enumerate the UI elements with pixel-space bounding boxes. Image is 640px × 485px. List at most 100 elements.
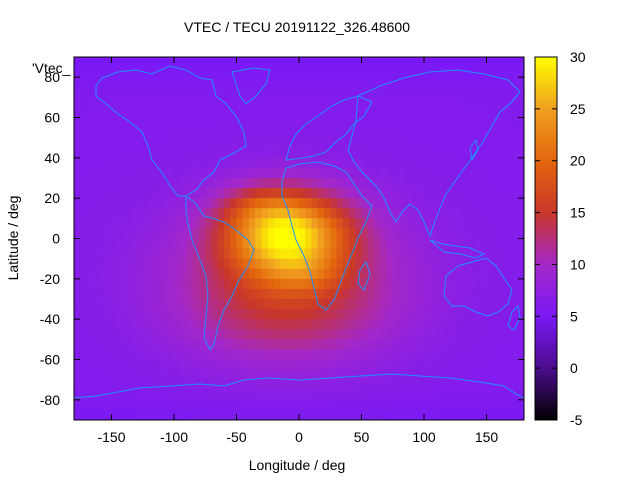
heatmap-cell: [292, 218, 300, 230]
heatmap-cell: [417, 309, 425, 320]
heatmap-cell: [149, 309, 156, 320]
heatmap-cell: [442, 137, 450, 149]
heatmap-cell: [167, 137, 175, 149]
heatmap-cell: [299, 77, 306, 88]
heatmap-cell: [517, 178, 524, 189]
heatmap-cell: [492, 369, 500, 381]
heatmap-cell: [124, 87, 131, 98]
heatmap-cell: [255, 97, 263, 109]
heatmap-cell: [317, 319, 325, 330]
heatmap-cell: [367, 319, 375, 330]
heatmap-cell: [292, 299, 300, 310]
heatmap-cell: [349, 188, 356, 199]
heatmap-cell: [411, 238, 419, 250]
heatmap-cell: [261, 127, 269, 139]
heatmap-cell: [74, 127, 81, 139]
heatmap-cell: [380, 218, 388, 230]
heatmap-cell: [142, 117, 150, 129]
heatmap-cell: [349, 389, 356, 401]
heatmap-cell: [505, 349, 513, 361]
heatmap-cell: [430, 117, 438, 129]
heatmap-cell: [130, 178, 138, 189]
heatmap-cell: [117, 67, 125, 78]
coast-africa: [281, 161, 373, 311]
heatmap-cell: [292, 339, 300, 351]
heatmap-cell: [305, 379, 313, 391]
heatmap-cell: [411, 188, 419, 199]
heatmap-cell: [361, 288, 369, 300]
heatmap-cell: [436, 339, 444, 351]
heatmap-cell: [74, 147, 81, 159]
heatmap-cell: [217, 107, 225, 119]
heatmap-cell: [99, 339, 106, 351]
heatmap-cell: [511, 329, 519, 340]
heatmap-cell: [274, 107, 281, 119]
colorbar-tick-label: 30: [570, 49, 586, 65]
heatmap-cell: [292, 399, 300, 411]
heatmap-cell: [274, 379, 281, 391]
heatmap-cell: [230, 399, 238, 411]
heatmap-cell: [342, 278, 350, 290]
heatmap-cell: [474, 97, 481, 109]
heatmap-cell: [255, 329, 263, 340]
heatmap-cell: [142, 299, 150, 310]
heatmap-cell: [442, 258, 450, 270]
heatmap-cell: [436, 198, 444, 209]
heatmap-cell: [174, 349, 181, 361]
heatmap-cell: [267, 97, 275, 109]
heatmap-cell: [255, 288, 263, 300]
heatmap-cell: [74, 198, 81, 209]
heatmap-cell: [517, 369, 524, 381]
heatmap-cell: [486, 359, 494, 371]
heatmap-cell: [480, 409, 488, 420]
heatmap-cell: [230, 409, 238, 420]
heatmap-cell: [467, 238, 475, 250]
heatmap-cell: [361, 359, 369, 371]
heatmap-cell: [311, 258, 319, 270]
heatmap-cell: [380, 157, 388, 169]
heatmap-cell: [405, 178, 413, 189]
heatmap-cell: [336, 228, 344, 240]
heatmap-cell: [467, 369, 475, 381]
heatmap-cell: [224, 349, 231, 361]
heatmap-cell: [499, 238, 506, 250]
heatmap-cell: [417, 57, 425, 68]
heatmap-cell: [167, 379, 175, 391]
heatmap-cell: [192, 299, 200, 310]
heatmap-cell: [380, 268, 388, 280]
heatmap-cell: [155, 309, 163, 320]
heatmap-cell: [299, 97, 306, 109]
heatmap-cell: [386, 97, 394, 109]
heatmap-cell: [242, 188, 250, 199]
heatmap-cell: [205, 178, 213, 189]
heatmap-cell: [392, 107, 400, 119]
heatmap-cell: [424, 309, 431, 320]
heatmap-cell: [405, 399, 413, 411]
heatmap-cell: [517, 389, 524, 401]
heatmap-cell: [274, 218, 281, 230]
heatmap-cell: [86, 369, 94, 381]
heatmap-cell: [399, 359, 406, 371]
heatmap-cell: [386, 299, 394, 310]
heatmap-cell: [242, 379, 250, 391]
heatmap-cell: [92, 147, 100, 159]
heatmap-cell: [180, 389, 188, 401]
heatmap-cell: [336, 248, 344, 260]
heatmap-cell: [342, 389, 350, 401]
heatmap-cell: [224, 309, 231, 320]
heatmap-cell: [99, 97, 106, 109]
heatmap-cell: [74, 107, 81, 119]
heatmap-cell: [92, 339, 100, 351]
heatmap-cell: [411, 288, 419, 300]
heatmap-cell: [249, 329, 256, 340]
heatmap-cell: [292, 208, 300, 219]
heatmap-cell: [486, 258, 494, 270]
heatmap-cell: [192, 258, 200, 270]
heatmap-cell: [449, 389, 456, 401]
heatmap-cell: [286, 359, 294, 371]
heatmap-cell: [286, 147, 294, 159]
heatmap-cell: [130, 167, 138, 179]
heatmap-cell: [474, 137, 481, 149]
heatmap-cell: [342, 409, 350, 420]
